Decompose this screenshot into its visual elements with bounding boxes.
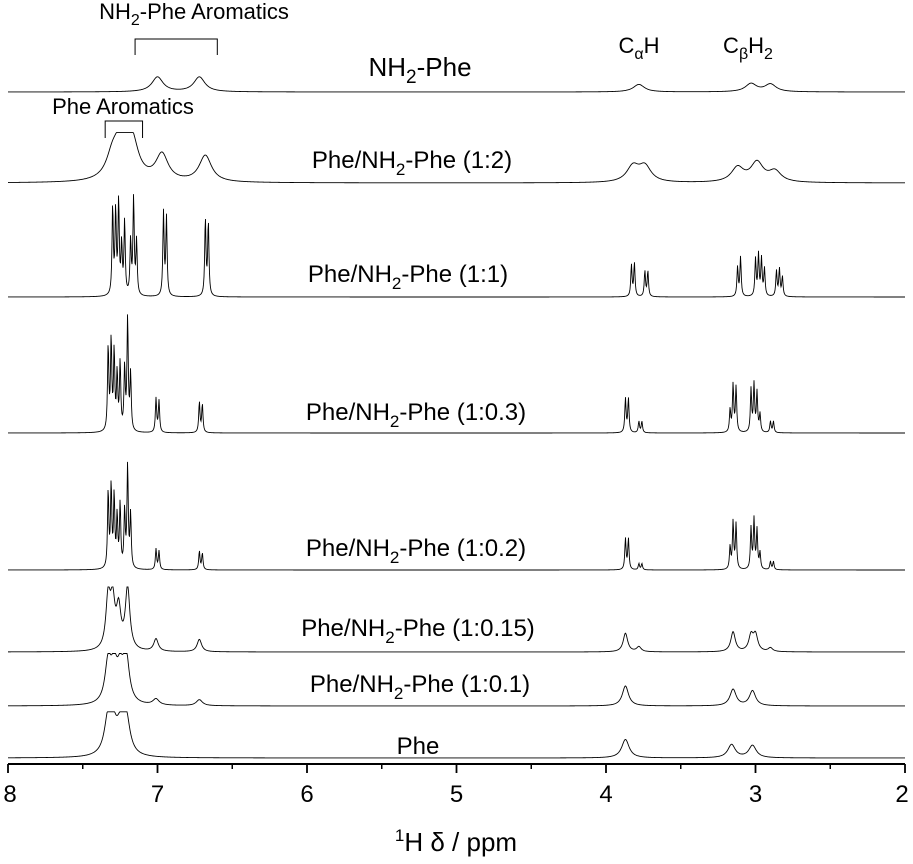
x-tick-label: 5	[450, 781, 463, 808]
phe-aromatics-label: Phe Aromatics	[52, 94, 194, 119]
spectrum-line-7	[8, 653, 905, 707]
calpha-label: CαH	[618, 33, 659, 63]
x-tick-label: 8	[3, 781, 16, 808]
x-axis: 8 7 6 5 4 3 2 1H δ / ppm	[3, 763, 909, 857]
spectrum-label-7: Phe/NH2-Phe (1:0.1)	[310, 671, 530, 703]
spectrum-line-2	[7, 132, 905, 184]
spectrum-labels: NH2-Phe Phe/NH2-Phe (1:2) Phe/NH2-Phe (1:1…	[301, 52, 535, 760]
spectrum-line-6	[8, 586, 905, 653]
cbeta-label: CβH2	[723, 33, 773, 63]
nh2-aromatics-bracket	[134, 38, 218, 55]
nh2-aromatics-label: NH2-Phe Aromatics	[99, 0, 289, 29]
spectrum-label-3: Phe/NH2-Phe (1:1)	[308, 261, 508, 293]
spectrum-label-2: Phe/NH2-Phe (1:2)	[312, 147, 512, 179]
spectrum-label-1: NH2-Phe	[368, 52, 471, 88]
spectrum-label-6: Phe/NH2-Phe (1:0.15)	[301, 615, 535, 647]
x-tick-label: 2	[895, 781, 908, 808]
spectrum-line-8	[8, 711, 905, 759]
spectra-group	[7, 76, 905, 759]
spectrum-line-5	[8, 461, 905, 571]
x-tick-label: 6	[300, 781, 313, 808]
x-tick-label: 3	[749, 781, 762, 808]
x-tick-label: 4	[599, 781, 612, 808]
spectrum-line-1	[8, 76, 905, 93]
x-axis-title: 1H δ / ppm	[395, 826, 517, 857]
spectrum-line-4	[8, 314, 905, 434]
phe-aromatics-bracket	[104, 120, 144, 138]
spectrum-line-3	[8, 194, 905, 298]
spectrum-label-8: Phe	[397, 733, 440, 760]
peak-annotations: NH2-Phe Aromatics Phe Aromatics CαH CβH2	[52, 0, 773, 138]
x-tick-label: 7	[151, 781, 164, 808]
spectrum-label-5: Phe/NH2-Phe (1:0.2)	[306, 535, 526, 567]
spectrum-label-4: Phe/NH2-Phe (1:0.3)	[306, 399, 526, 431]
